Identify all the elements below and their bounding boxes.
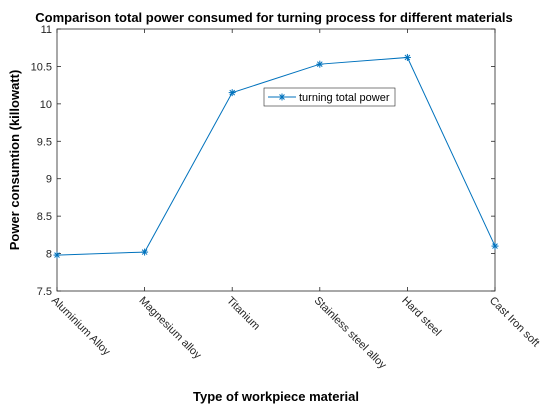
y-tick-label: 9.5 [37,136,52,148]
y-tick-label: 8 [46,249,52,261]
x-tick-label: Cast Iron soft [487,295,542,350]
series-line [56,56,496,256]
y-tick-label: 10.5 [31,61,52,73]
plot-area [56,28,496,292]
y-axis-label: Power consumtion (killowatt) [7,70,22,251]
y-tick-label: 11 [41,24,52,36]
x-axis-label: Type of workpiece material [193,389,359,404]
x-tick-label: Stainless steel alloy [312,295,389,372]
data-point-marker [228,89,236,97]
legend-marker [278,93,286,101]
y-tick-label: 9 [46,174,52,186]
data-point-marker [316,60,324,68]
y-tick-label: 7.5 [37,286,52,298]
legend: turning total power [263,87,396,107]
y-tick-label: 8.5 [37,211,52,223]
legend-label: turning total power [299,92,390,104]
data-point-marker [141,248,149,256]
chart-title: Comparison total power consumed for turn… [35,10,512,25]
x-tick-label: Magnesium alloy [136,295,203,362]
x-tick-label: Hard steel [399,295,443,339]
y-axis: 7.5 8 8.5 9 9.5 10 10.5 11 [31,24,495,298]
legend-box [263,87,396,107]
data-point-marker [53,251,61,259]
data-point-marker [491,242,499,250]
x-tick-label: Aluminium Alloy [49,295,113,359]
legend-asterisk-icon [278,93,286,101]
x-tick-label: Titanium [224,295,262,333]
series-group [53,53,499,259]
data-point-marker [403,53,411,61]
y-tick-label: 10 [40,99,52,111]
